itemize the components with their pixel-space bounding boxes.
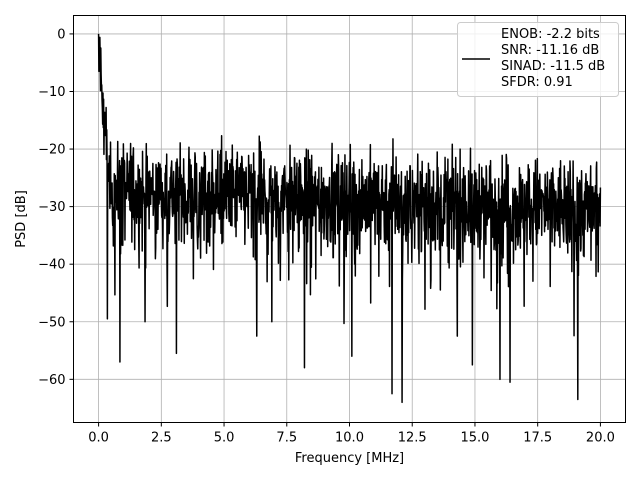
y-axis-label: PSD [dB] (14, 190, 29, 248)
x-tick-label: 20.0 (586, 431, 615, 446)
legend-entry-sinad: SINAD: -11.5 dB (501, 59, 605, 74)
x-tick-label: 2.5 (151, 431, 172, 446)
y-tick-label: −60 (38, 373, 65, 388)
x-tick-label: 7.5 (276, 431, 297, 446)
x-tick-label: 15.0 (460, 431, 489, 446)
legend-entry-snr: SNR: -11.16 dB (501, 43, 599, 58)
x-axis-label: Frequency [MHz] (295, 451, 404, 466)
legend-entry-enob: ENOB: -2.2 bits (501, 27, 600, 42)
y-tick-label: −50 (38, 315, 65, 330)
y-tick-label: −20 (38, 143, 65, 158)
y-tick-label: 0 (57, 27, 65, 42)
y-tick-label: −10 (38, 85, 65, 100)
x-tick-label: 5.0 (214, 431, 235, 446)
x-tick-label: 0.0 (88, 431, 109, 446)
y-tick-label: −40 (38, 258, 65, 273)
y-axis-ticks: 0 −10 −20 −30 −40 −50 −60 (38, 27, 74, 388)
x-tick-label: 10.0 (335, 431, 364, 446)
x-tick-label: 12.5 (398, 431, 427, 446)
x-axis-ticks: 0.0 2.5 5.0 7.5 10.0 12.5 15.0 17.5 20.0 (88, 422, 615, 446)
y-tick-label: −30 (38, 200, 65, 215)
legend: ENOB: -2.2 bits SNR: -11.16 dB SINAD: -1… (457, 22, 619, 97)
legend-entry-sfdr: SFDR: 0.91 (501, 75, 573, 90)
psd-series-line (97, 33, 602, 404)
x-tick-label: 17.5 (523, 431, 552, 446)
legend-box (457, 22, 619, 97)
